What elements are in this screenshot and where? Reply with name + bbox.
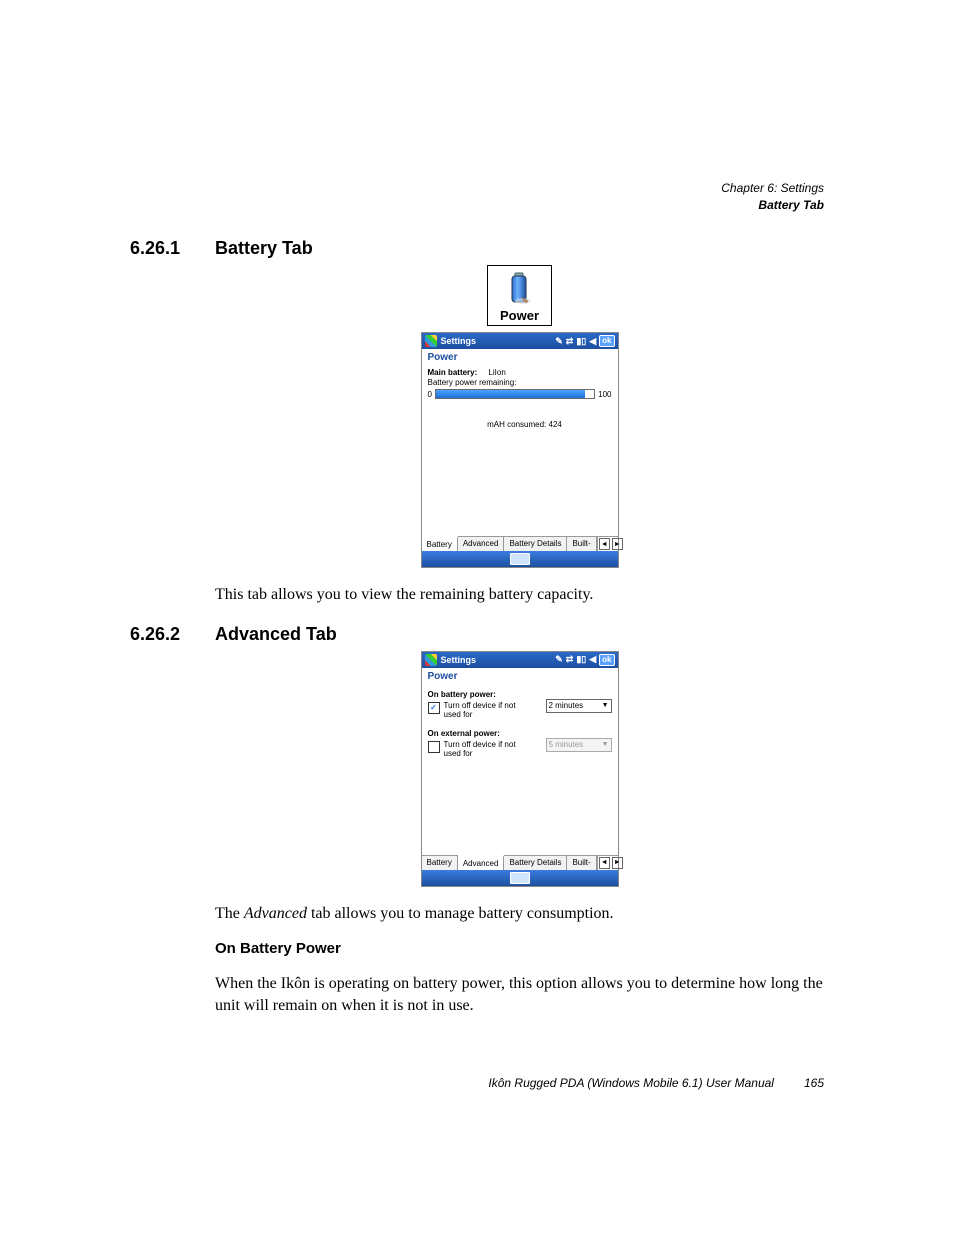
batt-checkbox[interactable] [428, 702, 440, 714]
ok-button[interactable]: ok [599, 335, 614, 347]
pda2-body: On battery power: Turn off device if not… [422, 684, 618, 855]
batt-select-value: 2 minutes [549, 700, 584, 712]
status-icons: ✎ ⇄ ▮▯ ◀ ok [555, 654, 614, 666]
sub-heading: On Battery Power [215, 940, 824, 957]
batt-select[interactable]: 2 minutes ▼ [546, 699, 612, 713]
section-heading-1: 6.26.1 Battery Tab [130, 238, 824, 259]
pda1-title: Settings [441, 336, 477, 346]
balloon-icon: ✎ [555, 336, 563, 347]
signal-icon: ▮▯ [576, 336, 586, 347]
figure-2: Settings ✎ ⇄ ▮▯ ◀ ok Power On battery po… [215, 651, 824, 887]
chapter-line: Chapter 6: Settings [721, 181, 824, 195]
dropdown-arrow-icon: ▼ [602, 700, 609, 712]
dropdown-arrow-icon: ▼ [602, 739, 609, 751]
progress-row: 0 100 [428, 389, 612, 399]
section2-caption: The Advanced tab allows you to manage ba… [215, 903, 824, 925]
caption-suffix: tab allows you to manage battery consump… [307, 905, 614, 922]
battery-icon [504, 272, 534, 306]
batt-group-label: On battery power: [428, 690, 612, 699]
pda1-body: Main battery: LiIon Battery power remain… [422, 365, 618, 536]
section-number-1: 6.26.1 [130, 238, 215, 259]
caption-prefix: The [215, 905, 244, 922]
connectivity-icon: ⇄ [566, 336, 574, 347]
power-icon-caption: Power [500, 308, 539, 323]
running-header: Chapter 6: Settings Battery Tab [721, 180, 824, 214]
power-icon-box: Power [487, 265, 552, 326]
section-title-2: Advanced Tab [215, 624, 337, 645]
manual-title: Ikôn Rugged PDA (Windows Mobile 6.1) Use… [488, 1076, 774, 1090]
pda2-title: Settings [441, 655, 477, 665]
tab-battery-details[interactable]: Battery Details [504, 856, 567, 870]
start-flag-icon [425, 335, 437, 347]
pda2-subtitle: Power [422, 668, 618, 684]
figure-1: Power Settings ✎ ⇄ ▮▯ ◀ ok Power [215, 265, 824, 568]
tab-scroll[interactable]: ◄► [597, 856, 624, 870]
scroll-right-icon[interactable]: ► [612, 857, 623, 869]
tab-battery[interactable]: Battery [422, 536, 458, 551]
ext-select-value: 5 minutes [549, 739, 584, 751]
pda1-subtitle: Power [422, 349, 618, 365]
ext-select: 5 minutes ▼ [546, 738, 612, 752]
tab-scroll[interactable]: ◄► [597, 537, 624, 551]
tab-advanced[interactable]: Advanced [458, 537, 505, 551]
caption-italic: Advanced [244, 905, 307, 922]
tab-built[interactable]: Built- [567, 856, 596, 870]
connectivity-icon: ⇄ [566, 654, 574, 665]
pda2-titlebar: Settings ✎ ⇄ ▮▯ ◀ ok [422, 652, 618, 668]
pda1-softbar [422, 551, 618, 567]
section-heading-2: 6.26.2 Advanced Tab [130, 624, 824, 645]
scroll-right-icon[interactable]: ► [612, 538, 623, 550]
tab-built[interactable]: Built- [567, 537, 596, 551]
pda1-tabs: Battery Advanced Battery Details Built- … [422, 536, 618, 551]
main-battery-value: LiIon [488, 368, 505, 377]
pda-screenshot-1: Settings ✎ ⇄ ▮▯ ◀ ok Power Main battery: [421, 332, 619, 568]
start-flag-icon [425, 654, 437, 666]
status-icons: ✎ ⇄ ▮▯ ◀ ok [555, 335, 614, 347]
pda2-tabs: Battery Advanced Battery Details Built- … [422, 855, 618, 870]
pda-screenshot-2: Settings ✎ ⇄ ▮▯ ◀ ok Power On battery po… [421, 651, 619, 887]
page-footer: Ikôn Rugged PDA (Windows Mobile 6.1) Use… [130, 1076, 824, 1090]
ext-check-label: Turn off device if not used for [444, 740, 534, 758]
section-line: Battery Tab [758, 198, 824, 212]
consumed-label: mAH consumed: 424 [438, 420, 612, 429]
scroll-left-icon[interactable]: ◄ [599, 538, 610, 550]
batt-check-label: Turn off device if not used for [444, 701, 534, 719]
page: Chapter 6: Settings Battery Tab 6.26.1 B… [0, 0, 954, 1235]
tab-battery-details[interactable]: Battery Details [504, 537, 567, 551]
pda2-softbar [422, 870, 618, 886]
volume-icon: ◀ [589, 336, 596, 347]
scroll-left-icon[interactable]: ◄ [599, 857, 610, 869]
keyboard-icon[interactable] [510, 872, 530, 884]
keyboard-icon[interactable] [510, 553, 530, 565]
progress-min: 0 [428, 390, 432, 399]
section-title-1: Battery Tab [215, 238, 313, 259]
ext-group-label: On external power: [428, 729, 612, 738]
section1-caption: This tab allows you to view the remainin… [215, 584, 824, 606]
battery-progress [435, 389, 595, 399]
page-number: 165 [804, 1076, 824, 1090]
ext-checkbox[interactable] [428, 741, 440, 753]
tab-battery[interactable]: Battery [422, 856, 458, 870]
section-number-2: 6.26.2 [130, 624, 215, 645]
progress-max: 100 [598, 390, 611, 399]
balloon-icon: ✎ [555, 654, 563, 665]
tab-advanced[interactable]: Advanced [458, 855, 505, 870]
ext-check-row: Turn off device if not used for [428, 740, 534, 758]
volume-icon: ◀ [589, 654, 596, 665]
main-battery-label: Main battery: [428, 368, 478, 377]
signal-icon: ▮▯ [576, 654, 586, 665]
pda1-titlebar: Settings ✎ ⇄ ▮▯ ◀ ok [422, 333, 618, 349]
sub-text: When the Ikôn is operating on battery po… [215, 973, 824, 1016]
content-area: 6.26.1 Battery Tab [130, 230, 824, 1032]
ok-button[interactable]: ok [599, 654, 614, 666]
remaining-label: Battery power remaining: [428, 378, 612, 387]
batt-check-row: Turn off device if not used for [428, 701, 534, 719]
